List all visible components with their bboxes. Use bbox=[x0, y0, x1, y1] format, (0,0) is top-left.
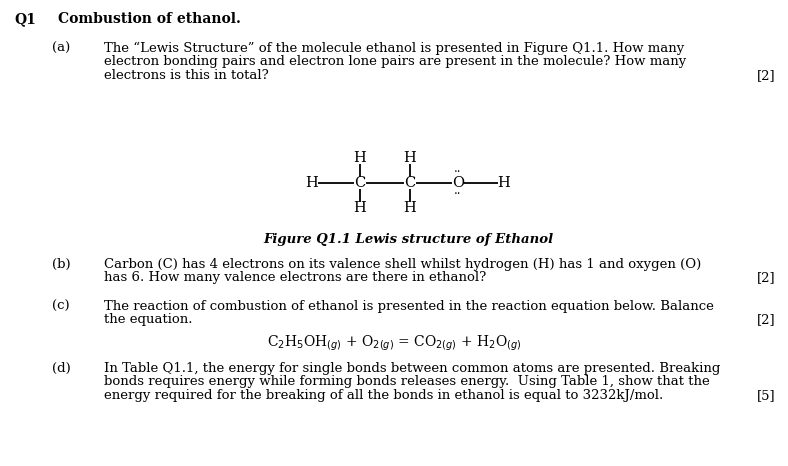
Text: [2]: [2] bbox=[757, 272, 776, 285]
Text: H: H bbox=[306, 176, 318, 190]
Text: [2]: [2] bbox=[757, 69, 776, 82]
Text: [5]: [5] bbox=[757, 389, 776, 402]
Text: (a): (a) bbox=[52, 42, 70, 55]
Text: H: H bbox=[403, 151, 416, 165]
Text: has 6. How many valence electrons are there in ethanol?: has 6. How many valence electrons are th… bbox=[104, 272, 486, 285]
Text: ··: ·· bbox=[454, 165, 462, 178]
Text: ··: ·· bbox=[454, 187, 462, 200]
Text: C: C bbox=[355, 176, 366, 190]
Text: bonds requires energy while forming bonds releases energy.  Using Table 1, show : bonds requires energy while forming bond… bbox=[104, 376, 710, 389]
Text: the equation.: the equation. bbox=[104, 314, 192, 327]
Text: The “Lewis Structure” of the molecule ethanol is presented in Figure Q1.1. How m: The “Lewis Structure” of the molecule et… bbox=[104, 42, 684, 55]
Text: electron bonding pairs and electron lone pairs are present in the molecule? How : electron bonding pairs and electron lone… bbox=[104, 55, 686, 69]
Text: H: H bbox=[403, 201, 416, 215]
Text: The reaction of combustion of ethanol is presented in the reaction equation belo: The reaction of combustion of ethanol is… bbox=[104, 300, 714, 313]
Text: Q1: Q1 bbox=[14, 12, 36, 26]
Text: H: H bbox=[498, 176, 511, 190]
Text: (b): (b) bbox=[52, 258, 71, 271]
Text: (c): (c) bbox=[52, 300, 69, 313]
Text: O: O bbox=[452, 176, 464, 190]
Text: Figure Q1.1 Lewis structure of Ethanol: Figure Q1.1 Lewis structure of Ethanol bbox=[263, 233, 553, 246]
Text: Combustion of ethanol.: Combustion of ethanol. bbox=[58, 12, 241, 26]
Text: H: H bbox=[354, 151, 366, 165]
Text: In Table Q1.1, the energy for single bonds between common atoms are presented. B: In Table Q1.1, the energy for single bon… bbox=[104, 362, 720, 375]
Text: (d): (d) bbox=[52, 362, 71, 375]
Text: C: C bbox=[404, 176, 415, 190]
Text: energy required for the breaking of all the bonds in ethanol is equal to 3232kJ/: energy required for the breaking of all … bbox=[104, 389, 663, 402]
Text: C$_2$H$_5$OH$_{(g)}$ + O$_{2(g)}$ = CO$_{2(g)}$ + H$_2$O$_{(g)}$: C$_2$H$_5$OH$_{(g)}$ + O$_{2(g)}$ = CO$_… bbox=[266, 334, 522, 353]
Text: Carbon (C) has 4 electrons on its valence shell whilst hydrogen (H) has 1 and ox: Carbon (C) has 4 electrons on its valenc… bbox=[104, 258, 701, 271]
Text: H: H bbox=[354, 201, 366, 215]
Text: electrons is this in total?: electrons is this in total? bbox=[104, 69, 269, 82]
Text: [2]: [2] bbox=[757, 314, 776, 327]
